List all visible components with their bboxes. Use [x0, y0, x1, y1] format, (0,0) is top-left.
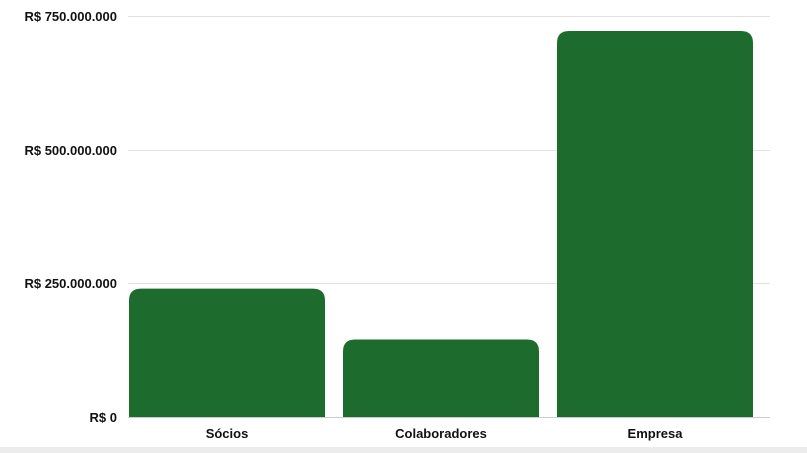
y-tick-label: R$ 500.000.000: [24, 143, 117, 158]
bar[interactable]: [343, 339, 539, 417]
y-axis-ticks: R$ 0 R$ 250.000.000 R$ 500.000.000 R$ 750.0…: [24, 9, 117, 425]
x-axis-labels: Sócios Colaboradores Empresa: [206, 426, 684, 441]
x-category-label: Sócios: [206, 426, 249, 441]
x-category-label: Colaboradores: [395, 426, 487, 441]
bar[interactable]: [557, 30, 753, 417]
y-tick-label: R$ 0: [90, 410, 117, 425]
bottom-strip: [0, 447, 807, 453]
y-tick-label: R$ 250.000.000: [24, 276, 117, 291]
y-tick-label: R$ 750.000.000: [24, 9, 117, 24]
x-category-label: Empresa: [628, 426, 684, 441]
bar-layer: [129, 30, 753, 417]
bar[interactable]: [129, 288, 325, 417]
